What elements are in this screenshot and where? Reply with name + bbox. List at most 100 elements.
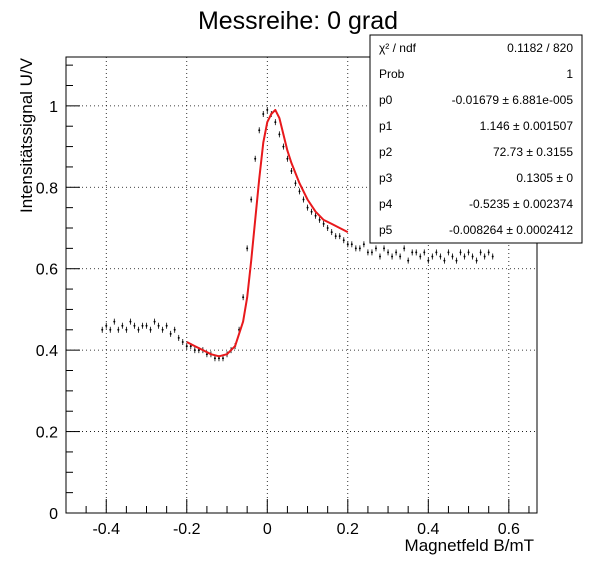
- data-point: [217, 357, 220, 360]
- data-point: [451, 255, 454, 258]
- stats-label: p2: [379, 145, 393, 159]
- data-point: [483, 255, 486, 258]
- data-point: [185, 345, 188, 348]
- data-point: [109, 328, 112, 331]
- data-point: [475, 259, 478, 262]
- stats-label: χ² / ndf: [379, 41, 417, 55]
- data-point: [254, 157, 257, 160]
- y-tick-label: 0: [49, 506, 58, 523]
- data-point: [423, 251, 426, 254]
- data-point: [262, 113, 265, 115]
- data-point: [222, 357, 224, 360]
- stats-value: -0.5235 ± 0.002374: [469, 197, 573, 211]
- data-point: [411, 251, 414, 254]
- data-point: [294, 182, 297, 185]
- data-point: [298, 190, 301, 193]
- data-point: [306, 206, 309, 209]
- data-point: [395, 251, 398, 254]
- data-point: [362, 243, 365, 246]
- data-point: [113, 320, 116, 323]
- stats-label: p0: [379, 93, 393, 107]
- data-point: [435, 251, 438, 254]
- x-axis-title: Magnetfeld B/mT: [405, 536, 534, 555]
- data-point: [487, 251, 490, 254]
- stats-value: -0.008264 ± 0.0002412: [449, 223, 573, 237]
- data-point: [322, 222, 325, 225]
- data-point: [366, 251, 369, 254]
- data-layer: [101, 106, 494, 362]
- data-point: [290, 170, 293, 172]
- data-point: [246, 247, 249, 250]
- data-point: [403, 247, 406, 250]
- data-point: [141, 324, 144, 327]
- data-point: [419, 255, 422, 258]
- data-point: [379, 255, 381, 258]
- fit-curve: [186, 108, 349, 358]
- stats-value: 0.1305 ± 0: [516, 171, 573, 185]
- stats-value: 1.146 ± 0.001507: [480, 119, 574, 133]
- data-point: [149, 328, 152, 331]
- data-point: [346, 243, 349, 246]
- data-point: [431, 255, 434, 258]
- data-point: [350, 243, 353, 246]
- data-point: [314, 214, 317, 217]
- data-point: [266, 108, 269, 111]
- data-point: [181, 341, 184, 343]
- data-point: [286, 157, 289, 160]
- data-point: [189, 345, 192, 348]
- chart-title: Messreihe: 0 grad: [198, 7, 398, 35]
- x-tick-label: 0.2: [337, 521, 359, 538]
- stats-value: -0.01679 ± 6.881e-005: [452, 93, 574, 107]
- data-point: [278, 133, 281, 136]
- data-point: [250, 198, 253, 201]
- data-point: [101, 328, 104, 331]
- x-tick-label: 0.4: [417, 521, 439, 538]
- stats-label: p5: [379, 223, 393, 237]
- stats-value: 72.73 ± 0.3155: [493, 145, 573, 159]
- data-point: [125, 328, 128, 331]
- x-tick-label: -0.2: [173, 521, 201, 538]
- data-point: [169, 332, 172, 335]
- data-point: [463, 255, 466, 258]
- y-tick-label: 0.4: [36, 343, 58, 360]
- data-point: [399, 255, 402, 258]
- data-point: [105, 324, 108, 327]
- data-point: [117, 328, 120, 331]
- data-point: [310, 210, 313, 213]
- data-point: [326, 227, 329, 229]
- x-tick-label: 0.6: [498, 521, 520, 538]
- stats-box-frame: [369, 34, 583, 244]
- data-point: [387, 251, 390, 254]
- data-point: [121, 324, 124, 327]
- data-point: [407, 259, 410, 262]
- data-point: [491, 255, 494, 258]
- data-point: [161, 328, 164, 331]
- data-point: [197, 349, 200, 352]
- data-point: [374, 247, 377, 250]
- data-point: [391, 255, 394, 258]
- data-point: [137, 328, 140, 331]
- data-point: [330, 231, 333, 234]
- data-point: [318, 218, 321, 221]
- data-point: [302, 198, 305, 201]
- data-point: [354, 247, 357, 250]
- y-tick-label: 0.8: [36, 180, 58, 197]
- data-point: [242, 296, 245, 299]
- data-point: [467, 251, 470, 254]
- data-point: [213, 357, 216, 360]
- data-point: [258, 129, 261, 132]
- plot-frame: [65, 56, 538, 514]
- data-point: [479, 251, 482, 254]
- stats-label: p3: [379, 171, 393, 185]
- data-point: [471, 255, 474, 258]
- data-point: [153, 320, 156, 323]
- data-point: [443, 259, 446, 262]
- stats-value: 0.1182 / 820: [507, 41, 573, 55]
- data-point: [415, 251, 418, 254]
- data-point: [439, 255, 442, 258]
- data-point: [334, 235, 337, 238]
- stats-value: 1: [566, 67, 573, 81]
- y-tick-label: 0.2: [36, 425, 58, 442]
- stats-label: p1: [379, 119, 393, 133]
- data-point: [427, 259, 430, 262]
